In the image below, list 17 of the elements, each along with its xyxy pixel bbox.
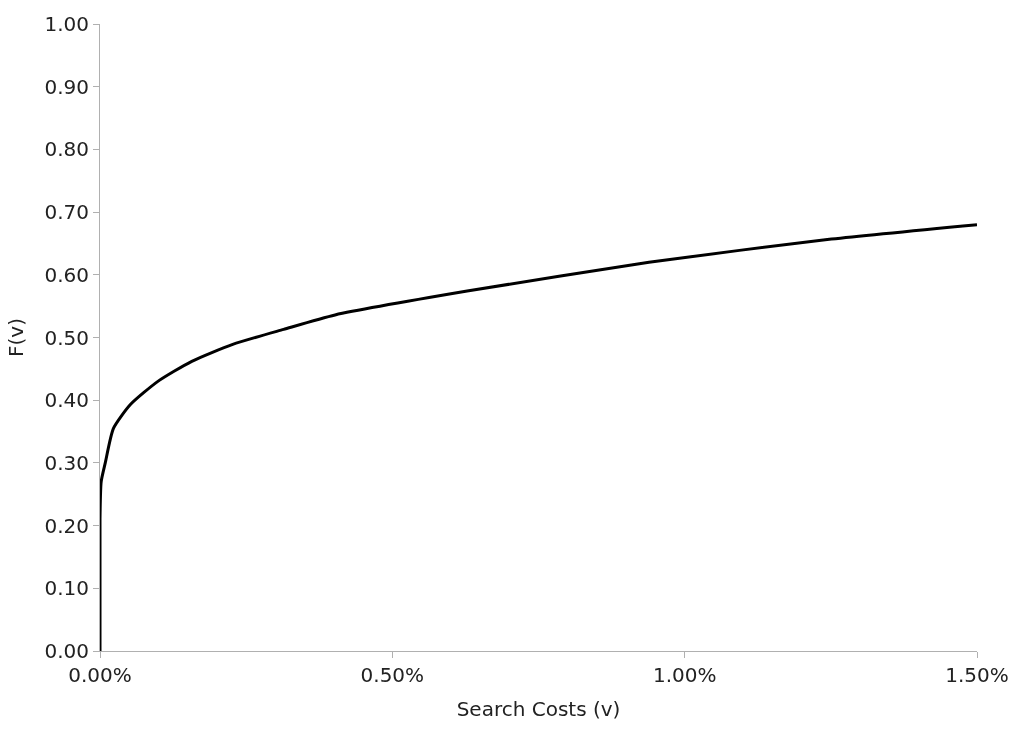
y-axis-title: F(v) [3,318,28,357]
y-tick-label: 0.90 [44,74,89,99]
x-tick-label: 0.00% [68,663,132,687]
y-tick-label: 0.40 [44,388,89,413]
y-tick-label: 0.50 [44,325,89,350]
y-tick-label: 1.00 [44,12,89,36]
y-tick-label: 0.80 [44,137,89,162]
x-tick-label: 1.00% [652,663,717,687]
x-tick-label: 0.50% [360,663,425,687]
x-tick-label: 1.50% [945,663,1009,687]
y-tick-label: 0.20 [44,513,89,538]
y-tick-label: 0.10 [44,576,89,601]
y-tick-label: 0.70 [44,200,89,225]
y-tick-label: 0.00 [44,639,89,663]
x-axis-title: Search Costs (v) [456,696,621,721]
y-tick-label: 0.60 [44,262,89,287]
y-tick-label: 0.30 [44,450,89,475]
